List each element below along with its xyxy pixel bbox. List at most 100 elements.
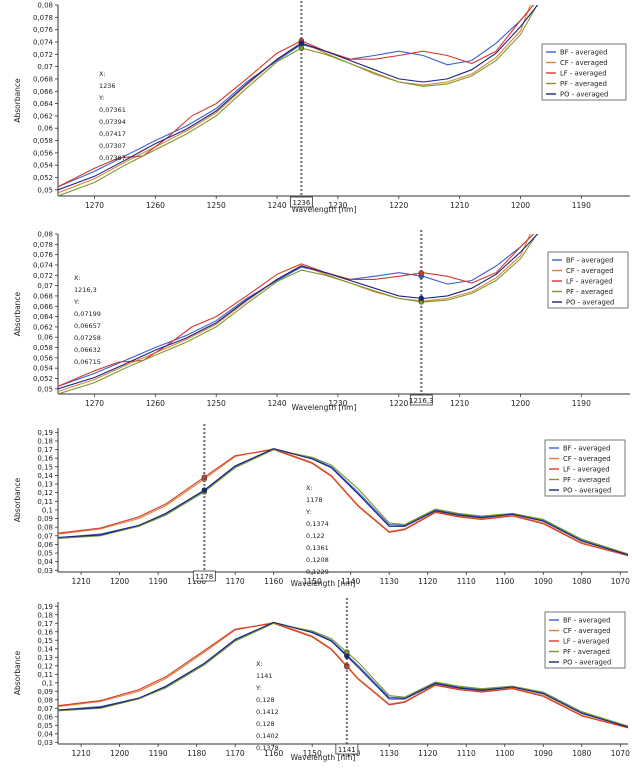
- y-tick-label: 0,16: [37, 455, 53, 463]
- x-tick-label: 1200: [110, 749, 129, 758]
- y-tick-label: 0,078: [33, 14, 53, 22]
- y-tick-label: 0,13: [37, 481, 53, 489]
- readout-y-value: 0,1412: [256, 708, 279, 716]
- y-tick-label: 0,066: [33, 303, 54, 311]
- x-tick-label: 1270: [85, 201, 104, 210]
- x-tick-label: 1130: [380, 577, 399, 586]
- readout-y-value: 0,1402: [256, 732, 279, 740]
- legend-entry: BF - averaged: [566, 257, 614, 265]
- legend-box: [544, 611, 626, 669]
- spectrum-chart-2: 0,05 0,052 0,054 0,056 0,058 0,06 0,062 0,064 0,…: [13, 230, 630, 412]
- x-tick-label: 1190: [149, 749, 168, 758]
- legend-entry: CF - averaged: [566, 267, 614, 275]
- readout-y-value: 0,06657: [74, 322, 101, 330]
- y-tick-label: 0,03: [37, 739, 53, 747]
- cursor-marker: [298, 45, 305, 51]
- y-tick-label: 0,12: [37, 489, 53, 497]
- cursor-value-label: 1216,3: [409, 397, 434, 405]
- y-tick-label: 0,068: [33, 75, 53, 83]
- x-tick-label: 1250: [207, 399, 226, 408]
- x-tick-label: 1240: [268, 201, 287, 210]
- cursor-value-label: 1178: [195, 573, 213, 581]
- readout-y-value: 0,07417: [99, 130, 126, 138]
- spectrum-panel-3: 0,03 0,04 0,05 0,06 0,07 0,08 0,09 0,1 0,11 0,12 0…: [0, 420, 632, 590]
- y-axis-title: Absorbance: [13, 78, 22, 123]
- y-axis-title: Absorbance: [13, 291, 22, 336]
- y-tick-label: 0,052: [33, 174, 53, 182]
- series-group: [58, 234, 539, 394]
- series-line-pf: [58, 5, 538, 196]
- y-tick-label: 0,066: [33, 88, 54, 96]
- x-tick-label: 1140: [341, 577, 360, 586]
- y-tick-label: 0,062: [33, 323, 53, 331]
- cursor-marker: [298, 40, 305, 46]
- readout-y-value: 0,06715: [74, 358, 101, 366]
- y-tick-label: 0,17: [37, 446, 53, 454]
- y-tick-label: 0,08: [37, 696, 53, 704]
- y-tick-label: 0,058: [33, 137, 53, 145]
- x-tick-label: 1160: [264, 577, 283, 586]
- x-tick-label: 1170: [226, 577, 245, 586]
- y-tick-label: 0,07: [37, 532, 53, 540]
- y-tick-label: 0,15: [37, 637, 53, 645]
- x-tick-label: 1100: [495, 749, 514, 758]
- legend-entry: LF - averaged: [563, 466, 610, 474]
- y-tick-label: 0,062: [33, 112, 53, 120]
- series-line-cf: [58, 5, 531, 194]
- x-tick-label: 1220: [389, 399, 408, 408]
- x-tick-label: 1220: [389, 201, 408, 210]
- spectrum-chart-4: 0,030,040,050,060,070,080,090,10,110,120…: [13, 598, 630, 762]
- readout-y-label: Y:: [98, 94, 104, 102]
- readout-y-value: 0,07258: [74, 334, 101, 342]
- x-tick-label: 1120: [418, 749, 437, 758]
- x-tick-label: 1200: [110, 577, 129, 586]
- x-tick-label: 1270: [85, 399, 104, 408]
- y-tick-label: 0,074: [33, 38, 54, 46]
- x-tick-label: 1130: [380, 749, 399, 758]
- cursor-marker: [418, 270, 424, 276]
- y-tick-label: 0,08: [37, 524, 53, 532]
- x-tick-label: 1100: [495, 577, 514, 586]
- y-tick-label: 0,064: [33, 100, 54, 108]
- readout-y-value: 0,128: [256, 696, 275, 704]
- x-tick-label: 1090: [534, 749, 553, 758]
- y-tick-label: 0,072: [33, 51, 53, 59]
- y-tick-label: 0,074: [33, 261, 54, 269]
- series-line-pf: [58, 622, 628, 727]
- x-tick-label: 1230: [328, 201, 347, 210]
- series-line-lf: [58, 449, 628, 557]
- x-tick-label: 1170: [226, 749, 245, 758]
- y-tick-label: 0,052: [33, 375, 53, 383]
- y-tick-label: 0,07: [37, 282, 53, 290]
- y-tick-label: 0,14: [37, 472, 53, 480]
- series-line-cf: [58, 448, 628, 557]
- x-tick-label: 1210: [450, 201, 469, 210]
- cursor-value-label: 1236: [292, 199, 310, 207]
- y-tick-label: 0,11: [37, 671, 53, 679]
- y-tick-label: 0,09: [37, 515, 53, 523]
- y-tick-label: 0,056: [33, 149, 54, 157]
- cursor-value-label: 1141: [338, 746, 356, 754]
- series-line-cf: [58, 234, 531, 392]
- readout-y-value: 0,1361: [306, 544, 329, 552]
- x-tick-label: 1200: [511, 399, 530, 408]
- y-tick-label: 0,19: [37, 429, 53, 437]
- readout-x-value: 1216,3: [74, 286, 97, 294]
- y-tick-label: 0,056: [33, 354, 54, 362]
- y-tick-label: 0,05: [37, 186, 53, 194]
- y-axis-title: Absorbance: [13, 650, 22, 695]
- readout-x-value: 1141: [256, 672, 273, 680]
- y-tick-label: 0,054: [33, 365, 54, 373]
- series-line-pf: [58, 449, 628, 555]
- series-line-pf: [58, 234, 538, 394]
- y-tick-label: 0,076: [33, 251, 54, 259]
- y-tick-label: 0,068: [33, 292, 53, 300]
- readout-y-value: 0,1374: [306, 520, 329, 528]
- readout-y-label: Y:: [255, 684, 261, 692]
- readout-x-value: 1236: [99, 82, 116, 90]
- y-tick-label: 0,076: [33, 26, 54, 34]
- series-line-po: [58, 621, 628, 728]
- legend-entry: PO - averaged: [563, 487, 611, 495]
- cursor-value-box: [192, 570, 216, 582]
- x-tick-label: 1150: [303, 749, 322, 758]
